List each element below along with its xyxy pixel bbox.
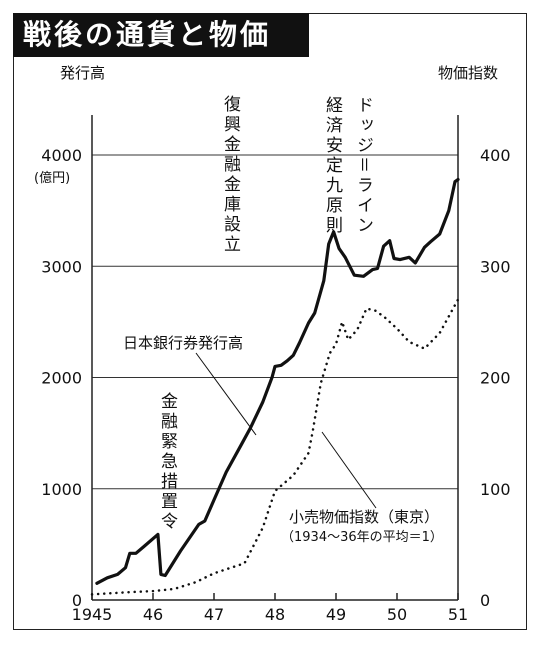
y-left-tick-label: 4000 <box>41 146 82 165</box>
x-tick-label: 47 <box>204 605 224 624</box>
annotation-dodge-line: ドッジ＝ライン <box>353 96 373 236</box>
left-axis-unit: (億円) <box>34 171 71 186</box>
series-line-banknotes <box>95 177 460 585</box>
series-note-retail-price: （1934～36年の平均＝1） <box>281 530 443 545</box>
annotation-nine-principles: 経済安定九原則 <box>322 96 342 236</box>
y-right-tick-label: 300 <box>480 257 511 276</box>
y-left-tick-label: 2000 <box>41 369 82 388</box>
right-axis-title: 物価指数 <box>438 64 499 82</box>
y-left-tick-label: 1000 <box>41 480 82 499</box>
y-right-tick-label: 0 <box>480 591 490 610</box>
y-right-tick-label: 400 <box>480 146 511 165</box>
series-label-banknotes: 日本銀行券発行高 <box>123 334 244 352</box>
leader-line-retail-price <box>321 431 377 509</box>
x-tick-label: 51 <box>448 605 468 624</box>
y-left-tick-label: 0 <box>72 591 82 610</box>
x-tick-label: 48 <box>265 605 285 624</box>
y-right-tick-label: 200 <box>480 369 511 388</box>
leader-line-banknotes <box>195 352 257 436</box>
x-tick-label: 46 <box>143 605 163 624</box>
chart-title: 戦後の通貨と物価 <box>13 13 309 57</box>
x-tick-label: 1945 <box>72 605 113 624</box>
x-tick-label: 49 <box>326 605 346 624</box>
y-left-tick-label: 3000 <box>41 257 82 276</box>
y-right-tick-label: 100 <box>480 480 511 499</box>
left-axis-title: 発行高 <box>60 64 106 82</box>
series-label-retail-price: 小売物価指数（東京） <box>289 508 440 526</box>
series-line-retail-price <box>90 298 460 596</box>
annotation-emergency-ordinance: 金融緊急措置令 <box>157 392 177 532</box>
annotation-recovery-bank: 復興金融金庫設立 <box>220 95 240 255</box>
x-tick-label: 50 <box>387 605 407 624</box>
